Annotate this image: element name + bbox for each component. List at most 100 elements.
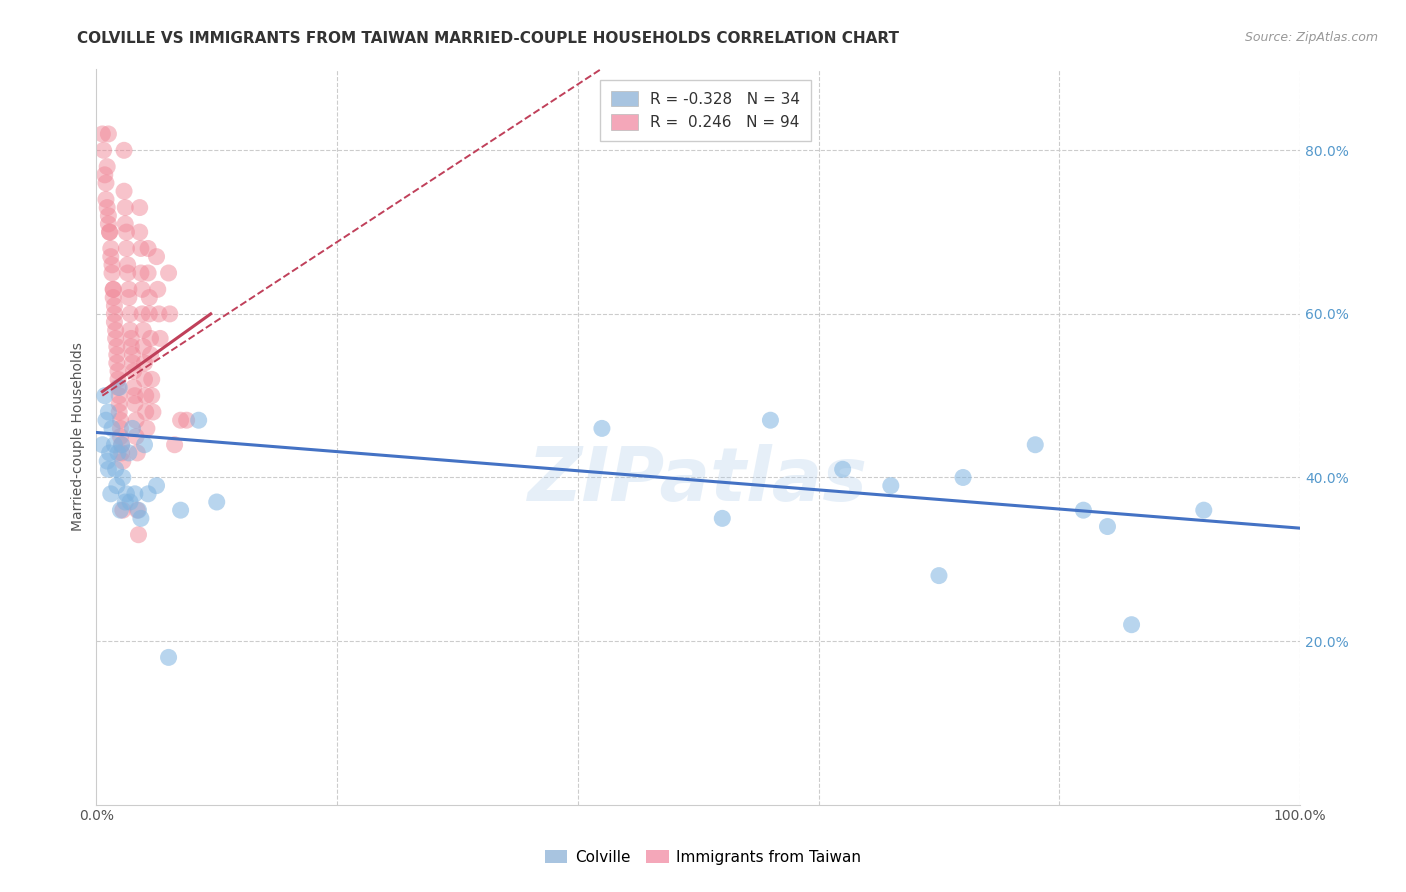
Point xyxy=(111,446,134,460)
Point xyxy=(138,291,160,305)
Point xyxy=(94,389,117,403)
Point xyxy=(115,225,138,239)
Text: ZIPatlas: ZIPatlas xyxy=(529,444,869,517)
Point xyxy=(122,364,145,378)
Point xyxy=(711,511,734,525)
Point xyxy=(157,266,180,280)
Point xyxy=(136,487,159,501)
Point xyxy=(128,225,150,239)
Point xyxy=(103,282,125,296)
Point xyxy=(103,438,125,452)
Point xyxy=(114,495,136,509)
Point xyxy=(108,380,131,394)
Point xyxy=(127,503,149,517)
Point xyxy=(135,421,157,435)
Point xyxy=(117,266,139,280)
Point xyxy=(169,503,191,517)
Point xyxy=(100,242,122,256)
Point xyxy=(131,282,153,296)
Point xyxy=(103,307,125,321)
Point xyxy=(952,470,974,484)
Point xyxy=(110,421,132,435)
Point xyxy=(111,438,134,452)
Point xyxy=(94,413,117,427)
Point xyxy=(120,331,142,345)
Point xyxy=(120,323,142,337)
Point xyxy=(115,242,138,256)
Point xyxy=(97,217,120,231)
Point xyxy=(108,389,131,403)
Point xyxy=(101,421,124,435)
Point xyxy=(107,372,129,386)
Point xyxy=(105,356,128,370)
Point xyxy=(146,282,169,296)
Point xyxy=(141,372,163,386)
Point xyxy=(104,331,127,345)
Point xyxy=(591,421,613,435)
Point xyxy=(108,405,131,419)
Point xyxy=(121,421,143,435)
Point xyxy=(98,225,121,239)
Point xyxy=(97,462,120,476)
Point xyxy=(169,413,191,427)
Point xyxy=(1097,519,1119,533)
Point xyxy=(93,144,115,158)
Point xyxy=(107,380,129,394)
Point xyxy=(98,225,121,239)
Point xyxy=(122,380,145,394)
Point xyxy=(121,348,143,362)
Point xyxy=(1073,503,1095,517)
Point xyxy=(118,446,141,460)
Text: COLVILLE VS IMMIGRANTS FROM TAIWAN MARRIED-COUPLE HOUSEHOLDS CORRELATION CHART: COLVILLE VS IMMIGRANTS FROM TAIWAN MARRI… xyxy=(77,31,900,46)
Point xyxy=(145,250,167,264)
Point xyxy=(127,503,149,517)
Point xyxy=(145,478,167,492)
Point xyxy=(97,209,120,223)
Point xyxy=(103,299,125,313)
Point xyxy=(148,307,170,321)
Point xyxy=(120,307,142,321)
Point xyxy=(115,487,138,501)
Point xyxy=(110,503,132,517)
Point xyxy=(114,217,136,231)
Point xyxy=(132,340,155,354)
Point xyxy=(94,168,117,182)
Point xyxy=(111,470,134,484)
Point xyxy=(107,446,129,460)
Point xyxy=(94,193,117,207)
Point xyxy=(110,413,132,427)
Point xyxy=(120,495,142,509)
Point xyxy=(134,356,156,370)
Point xyxy=(128,201,150,215)
Point xyxy=(129,511,152,525)
Point xyxy=(91,438,114,452)
Point xyxy=(97,127,120,141)
Legend: Colville, Immigrants from Taiwan: Colville, Immigrants from Taiwan xyxy=(538,844,868,871)
Point xyxy=(111,438,134,452)
Point xyxy=(96,160,118,174)
Point xyxy=(163,438,186,452)
Point xyxy=(1192,503,1215,517)
Point xyxy=(187,413,209,427)
Point xyxy=(928,568,950,582)
Point xyxy=(105,348,128,362)
Point xyxy=(159,307,181,321)
Point xyxy=(110,429,132,443)
Point xyxy=(134,372,156,386)
Point xyxy=(124,397,146,411)
Point xyxy=(176,413,198,427)
Point xyxy=(111,503,134,517)
Point xyxy=(141,389,163,403)
Y-axis label: Married-couple Households: Married-couple Households xyxy=(72,343,86,531)
Point xyxy=(97,405,120,419)
Point xyxy=(1024,438,1046,452)
Point xyxy=(134,438,156,452)
Point xyxy=(132,323,155,337)
Point xyxy=(205,495,228,509)
Point xyxy=(114,201,136,215)
Point xyxy=(120,340,142,354)
Point xyxy=(1121,617,1143,632)
Point xyxy=(112,184,135,198)
Point xyxy=(831,462,853,476)
Point xyxy=(136,242,159,256)
